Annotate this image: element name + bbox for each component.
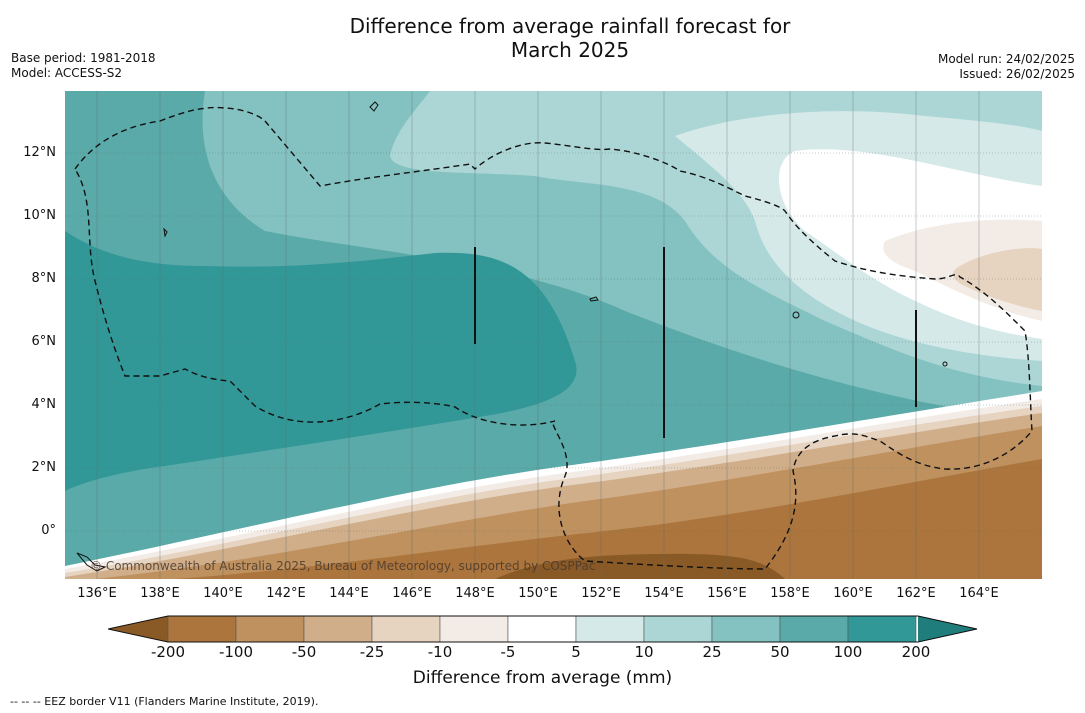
copyright-credit: © Commonwealth of Australia 2025, Bureau… — [90, 559, 596, 573]
colorbar — [108, 615, 978, 643]
eez-legend-footnote: -- -- -- EEZ border V11 (Flanders Marine… — [10, 695, 319, 708]
lon-label-154e: 154°E — [644, 586, 684, 601]
lon-label-146e: 146°E — [392, 586, 432, 601]
lon-label-142e: 142°E — [266, 586, 306, 601]
lat-label-6n: 6°N — [31, 334, 57, 349]
colorbar-tick-neg10: -10 — [427, 643, 453, 661]
lon-label-160e: 160°E — [833, 586, 873, 601]
lon-label-152e: 152°E — [581, 586, 621, 601]
meta-left: Base period: 1981-2018 Model: ACCESS-S2 — [11, 51, 156, 81]
lon-label-150e: 150°E — [518, 586, 558, 601]
lat-label-4n: 4°N — [31, 397, 57, 412]
colorbar-swatch — [235, 615, 305, 643]
lon-label-140e: 140°E — [203, 586, 243, 601]
map-title-line1: Difference from average rainfall forecas… — [349, 14, 791, 38]
lat-label-8n: 8°N — [31, 271, 57, 286]
band-below-neg200-south — [495, 553, 785, 579]
colorbar-tick-100: 100 — [833, 643, 863, 661]
colorbar-swatch-max — [918, 616, 977, 642]
colorbar-swatch — [439, 615, 509, 643]
colorbar-tick-neg25: -25 — [359, 643, 385, 661]
base-period-text: Base period: 1981-2018 — [11, 51, 156, 65]
colorbar-swatch — [507, 615, 577, 643]
band-neg25-neg10 — [953, 248, 1042, 311]
lat-label-10n: 10°N — [23, 208, 56, 223]
rainfall-map — [65, 91, 1042, 579]
lon-label-156e: 156°E — [707, 586, 747, 601]
islands — [76, 101, 948, 572]
colorbar-swatch — [303, 615, 373, 643]
band-neg200-neg100-south — [175, 459, 1042, 579]
colorbar-swatch — [371, 615, 441, 643]
colorbar-tick-5: 5 — [571, 643, 581, 661]
lat-label-12n: 12°N — [23, 145, 56, 160]
lon-label-144e: 144°E — [329, 586, 369, 601]
colorbar-tick-50: 50 — [770, 643, 790, 661]
colorbar-tick-10: 10 — [634, 643, 654, 661]
latitude-lines — [65, 152, 1042, 532]
model-text: Model: ACCESS-S2 — [11, 66, 123, 80]
colorbar-swatch — [711, 615, 781, 643]
colorbar-swatch — [643, 615, 713, 643]
map-title-line2: March 2025 — [510, 38, 630, 62]
maritime-lines — [474, 247, 917, 438]
lon-label-148e: 148°E — [455, 586, 495, 601]
colorbar-tick-200: 200 — [901, 643, 931, 661]
lon-label-138e: 138°E — [140, 586, 180, 601]
colorbar-tick-neg200: -200 — [150, 643, 186, 661]
colorbar-swatch — [167, 615, 237, 643]
colorbar-tick-25: 25 — [702, 643, 722, 661]
model-run-text: Model run: 24/02/2025 — [937, 52, 1075, 66]
lat-label-0: 0° — [41, 523, 56, 538]
lon-label-162e: 162°E — [896, 586, 936, 601]
colorbar-swatch — [779, 615, 849, 643]
colorbar-swatch-min — [108, 616, 168, 642]
meta-right: Model run: 24/02/2025 Issued: 26/02/2025 — [938, 52, 1075, 82]
issued-text: Issued: 26/02/2025 — [959, 67, 1075, 81]
colorbar-tick-neg5: -5 — [500, 643, 516, 661]
lon-label-158e: 158°E — [770, 586, 810, 601]
lon-label-164e: 164°E — [959, 586, 999, 601]
colorbar-swatch — [847, 615, 917, 643]
colorbar-tick-neg50: -50 — [291, 643, 317, 661]
lat-label-2n: 2°N — [31, 460, 57, 475]
band-100-200 — [65, 231, 577, 491]
lon-label-136e: 136°E — [77, 586, 117, 601]
eez-border-fsm — [74, 106, 1033, 570]
map-title: Difference from average rainfall forecas… — [300, 14, 840, 62]
colorbar-swatch — [575, 615, 645, 643]
colorbar-tick-neg100: -100 — [218, 643, 254, 661]
colorbar-label: Difference from average (mm) — [412, 668, 673, 688]
